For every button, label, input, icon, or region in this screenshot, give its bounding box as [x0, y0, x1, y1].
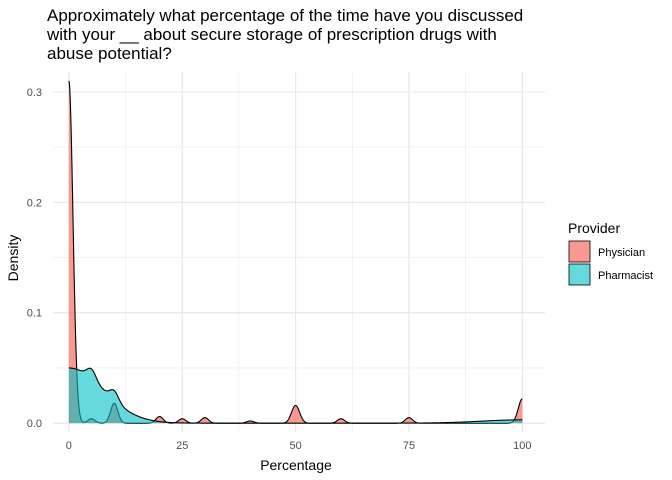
density-series: [68, 80, 523, 424]
legend-key-physician: [568, 240, 591, 263]
legend-key-pharmacist: [568, 263, 591, 286]
density-outline-pharmacist: [68, 367, 523, 424]
legend-title: Provider: [568, 220, 620, 236]
x-tick-label: 100: [513, 440, 531, 452]
chart-title: Approximately what percentage of the tim…: [46, 6, 523, 63]
x-tick-label: 50: [289, 440, 301, 452]
legend-label-pharmacist: Pharmacist: [598, 270, 653, 282]
title-line-2: with your __ about secure storage of pre…: [46, 25, 497, 44]
x-tick-label: 0: [66, 440, 72, 452]
y-tick-label: 0.3: [27, 87, 42, 99]
axis-ticks: 0 25 50 75 100 0.0 0.1 0.2 0.3: [27, 87, 532, 452]
title-line-1: Approximately what percentage of the tim…: [47, 6, 523, 25]
legend-label-physician: Physician: [598, 247, 645, 259]
y-tick-label: 0.1: [27, 308, 42, 320]
y-axis-title: Density: [5, 235, 21, 282]
x-tick-label: 25: [176, 440, 188, 452]
x-axis-title: Percentage: [260, 457, 332, 473]
y-tick-label: 0.0: [27, 418, 42, 430]
gridlines: [53, 72, 545, 432]
y-tick-label: 0.2: [27, 197, 42, 209]
x-tick-label: 75: [403, 440, 415, 452]
title-line-3: abuse potential?: [47, 44, 172, 63]
density-area-pharmacist: [68, 367, 523, 424]
legend: Provider Physician Pharmacist: [568, 220, 653, 286]
